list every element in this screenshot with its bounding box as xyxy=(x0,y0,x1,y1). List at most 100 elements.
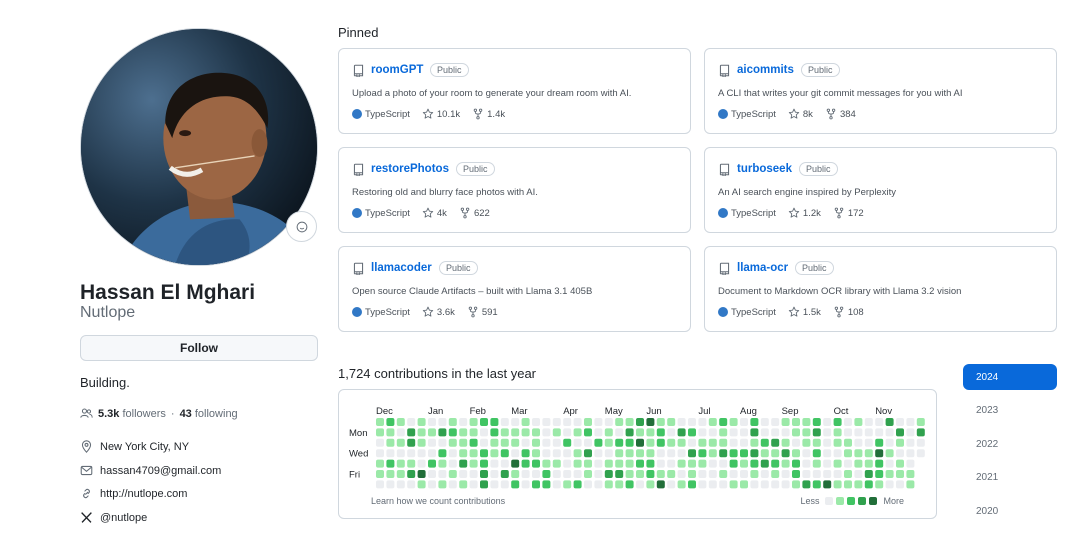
contribution-day[interactable] xyxy=(563,459,572,468)
contribution-day[interactable] xyxy=(521,470,530,478)
contribution-day[interactable] xyxy=(792,470,800,478)
contribution-day[interactable] xyxy=(636,449,644,458)
twitter-link[interactable]: @nutlope xyxy=(100,511,148,524)
contribution-day[interactable] xyxy=(542,459,551,468)
contribution-day[interactable] xyxy=(532,438,540,447)
contribution-day[interactable] xyxy=(729,428,738,437)
contribution-day[interactable] xyxy=(854,459,863,468)
contribution-day[interactable] xyxy=(812,418,821,426)
contribution-day[interactable] xyxy=(428,418,436,426)
repo-name-link[interactable]: aicommits xyxy=(737,64,794,76)
contribution-day[interactable] xyxy=(812,428,821,437)
contribution-day[interactable] xyxy=(511,438,520,447)
contribution-day[interactable] xyxy=(792,459,800,468)
contribution-day[interactable] xyxy=(844,470,852,478)
repo-name-link[interactable]: turboseek xyxy=(737,163,792,175)
contribution-day[interactable] xyxy=(677,418,686,426)
contribution-day[interactable] xyxy=(688,459,696,468)
contribution-day[interactable] xyxy=(885,438,894,447)
contribution-day[interactable] xyxy=(656,428,665,437)
contribution-day[interactable] xyxy=(906,480,915,489)
contribution-day[interactable] xyxy=(667,459,676,468)
contribution-day[interactable] xyxy=(480,470,488,478)
contribution-day[interactable] xyxy=(604,418,613,426)
email-link[interactable]: hassan4709@gmail.com xyxy=(100,464,222,477)
contribution-day[interactable] xyxy=(604,470,613,478)
contribution-day[interactable] xyxy=(760,438,769,447)
contribution-day[interactable] xyxy=(823,480,832,489)
contribution-day[interactable] xyxy=(469,449,478,458)
contribution-day[interactable] xyxy=(760,428,769,437)
contribution-day[interactable] xyxy=(792,428,800,437)
contribution-day[interactable] xyxy=(844,480,852,489)
contribution-day[interactable] xyxy=(396,459,405,468)
contribution-day[interactable] xyxy=(740,449,748,458)
contribution-day[interactable] xyxy=(688,470,696,478)
contribution-day[interactable] xyxy=(542,418,551,426)
contribution-day[interactable] xyxy=(490,428,499,437)
contribution-day[interactable] xyxy=(636,438,644,447)
contribution-day[interactable] xyxy=(688,480,696,489)
contribution-day[interactable] xyxy=(667,418,676,426)
contribution-day[interactable] xyxy=(636,470,644,478)
contribution-day[interactable] xyxy=(802,470,811,478)
contribution-day[interactable] xyxy=(604,428,613,437)
contribution-day[interactable] xyxy=(448,470,457,478)
contribution-day[interactable] xyxy=(396,418,405,426)
contribution-day[interactable] xyxy=(636,459,644,468)
contribution-day[interactable] xyxy=(448,449,457,458)
followers-link[interactable]: 5.3k followers xyxy=(98,407,166,420)
contribution-day[interactable] xyxy=(781,438,790,447)
contribution-day[interactable] xyxy=(511,418,520,426)
contribution-day[interactable] xyxy=(459,480,468,489)
contribution-day[interactable] xyxy=(719,459,728,468)
contribution-day[interactable] xyxy=(615,428,624,437)
contribution-day[interactable] xyxy=(490,480,499,489)
contribution-day[interactable] xyxy=(740,428,748,437)
contribution-day[interactable] xyxy=(511,470,520,478)
contribution-day[interactable] xyxy=(906,449,915,458)
contribution-day[interactable] xyxy=(844,428,852,437)
contribution-day[interactable] xyxy=(386,418,395,426)
contribution-day[interactable] xyxy=(781,449,790,458)
contribution-day[interactable] xyxy=(708,428,717,437)
contribution-day[interactable] xyxy=(563,438,572,447)
contribution-day[interactable] xyxy=(469,470,478,478)
contribution-day[interactable] xyxy=(708,418,717,426)
contribution-day[interactable] xyxy=(542,480,551,489)
contribution-day[interactable] xyxy=(896,459,904,468)
contribution-day[interactable] xyxy=(563,418,572,426)
contribution-day[interactable] xyxy=(698,438,707,447)
contribution-day[interactable] xyxy=(511,428,520,437)
contribution-day[interactable] xyxy=(667,470,676,478)
contribution-day[interactable] xyxy=(552,470,561,478)
contribution-day[interactable] xyxy=(438,438,447,447)
contribution-day[interactable] xyxy=(552,428,561,437)
contribution-day[interactable] xyxy=(417,449,426,458)
contribution-day[interactable] xyxy=(396,449,405,458)
contribution-day[interactable] xyxy=(740,459,748,468)
contribution-day[interactable] xyxy=(417,480,426,489)
contribution-day[interactable] xyxy=(885,449,894,458)
learn-contributions-link[interactable]: Learn how we count contributions xyxy=(371,496,506,506)
contribution-day[interactable] xyxy=(656,470,665,478)
contribution-day[interactable] xyxy=(584,438,592,447)
contribution-day[interactable] xyxy=(885,470,894,478)
contribution-day[interactable] xyxy=(604,480,613,489)
avatar[interactable] xyxy=(80,28,318,266)
contribution-day[interactable] xyxy=(698,459,707,468)
forks-link[interactable]: 108 xyxy=(833,306,864,318)
contribution-day[interactable] xyxy=(771,459,780,468)
contribution-day[interactable] xyxy=(490,470,499,478)
contribution-day[interactable] xyxy=(875,480,884,489)
contribution-day[interactable] xyxy=(438,418,447,426)
contribution-day[interactable] xyxy=(719,438,728,447)
contribution-day[interactable] xyxy=(719,418,728,426)
contribution-day[interactable] xyxy=(781,470,790,478)
stars-link[interactable]: 1.2k xyxy=(788,207,821,219)
contribution-day[interactable] xyxy=(854,470,863,478)
contribution-day[interactable] xyxy=(833,428,842,437)
contribution-day[interactable] xyxy=(646,428,655,437)
contribution-day[interactable] xyxy=(500,449,509,458)
contribution-day[interactable] xyxy=(875,449,884,458)
